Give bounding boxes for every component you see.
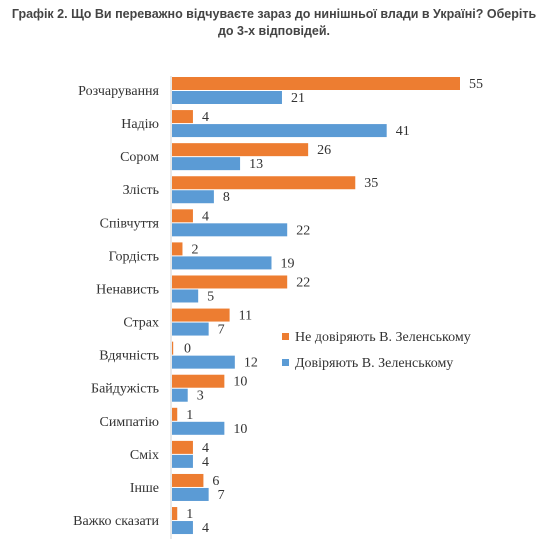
value-label: 10 [233,422,247,437]
bar-not-trust [172,209,193,223]
value-label: 4 [202,209,209,224]
category-label: Важко сказати [73,514,159,529]
category-label: Співчуття [100,216,160,231]
category-label: Розчарування [78,84,159,99]
bar-not-trust [172,407,178,421]
value-label: 35 [364,176,378,191]
legend-swatch [282,333,289,340]
category-label: Злість [123,183,159,198]
bar-trust [172,91,282,104]
category-label: Страх [123,316,159,331]
bar-trust [172,355,235,369]
legend: Не довіряють В. Зеленському Довіряють В. … [282,330,471,371]
category-label: Сміх [130,448,159,463]
value-label: 7 [218,488,225,503]
bar-not-trust [172,374,225,388]
value-labels: 5521441261335842221922511701210311044671… [184,77,483,536]
value-label: 12 [244,356,258,371]
category-label: Гордість [109,249,159,264]
bar-not-trust [172,242,183,256]
category-label: Сором [120,150,159,165]
bar-trust [172,124,387,138]
bar-trust [172,256,272,270]
bar-zero-marker [172,341,174,355]
value-label: 4 [202,110,209,125]
value-label: 22 [296,275,310,290]
bar-trust [172,388,188,402]
value-label: 8 [223,190,230,205]
value-label: 41 [396,124,410,139]
value-label: 4 [202,455,209,470]
value-label: 55 [469,77,483,92]
bar-not-trust [172,77,460,90]
chart-title: Графік 2. Що Ви переважно відчуваєте зар… [11,7,537,38]
bar-not-trust [172,308,230,322]
category-label: Симпатію [100,415,160,430]
category-label: Ненависть [96,282,159,297]
legend-entry: Не довіряють В. Зеленському [295,330,471,345]
value-label: 7 [218,323,225,338]
value-label: 26 [317,143,331,158]
bar-not-trust [172,275,288,289]
value-label: 4 [202,521,209,536]
value-label: 19 [280,256,294,271]
category-label: Байдужість [91,382,159,397]
value-label: 1 [186,507,193,522]
value-label: 6 [212,474,219,489]
bar-not-trust [172,473,204,487]
bar-not-trust [172,440,193,454]
bar-trust [172,289,199,303]
legend-swatch [282,359,289,366]
value-label: 3 [197,389,204,404]
bar-trust [172,487,209,501]
bar-trust [172,190,214,204]
bar-not-trust [172,507,178,521]
legend-entry: Довіряють В. Зеленському [295,356,453,371]
value-label: 0 [184,342,191,357]
category-label: Вдячність [99,349,159,364]
category-label: Інше [130,481,159,496]
value-label: 5 [207,289,214,304]
value-label: 1 [186,408,193,423]
bar-trust [172,157,241,171]
value-label: 13 [249,157,263,172]
bar-trust [172,454,193,468]
value-label: 21 [291,91,305,106]
bar-trust [172,421,225,435]
category-label: Надію [121,117,159,132]
bar-not-trust [172,143,309,157]
value-label: 11 [239,309,252,324]
bar-not-trust [172,110,193,124]
value-label: 2 [191,242,198,257]
bar-not-trust [172,176,356,190]
value-label: 22 [296,223,310,238]
bars [172,77,460,535]
bar-trust [172,521,193,535]
value-label: 4 [202,441,209,456]
bar-trust [172,322,209,336]
bar-trust [172,223,288,237]
value-label: 10 [233,375,247,390]
category-labels: Розчарування Надію Сором Злість Співчуття Гор… [73,84,159,529]
